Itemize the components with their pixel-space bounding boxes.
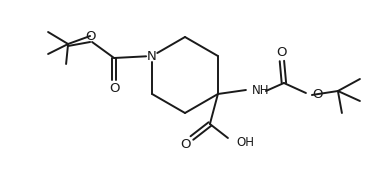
Text: O: O xyxy=(109,81,119,95)
Text: N: N xyxy=(147,49,157,62)
Text: O: O xyxy=(277,46,287,59)
Text: OH: OH xyxy=(236,136,254,149)
Text: O: O xyxy=(85,30,95,42)
Text: NH: NH xyxy=(252,84,269,98)
Text: O: O xyxy=(180,137,191,150)
Text: O: O xyxy=(312,89,322,102)
